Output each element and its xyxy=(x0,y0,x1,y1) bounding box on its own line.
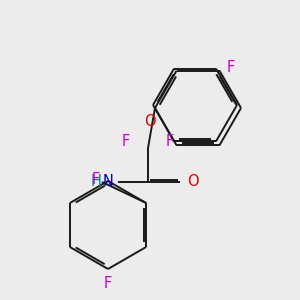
Text: N: N xyxy=(102,173,113,188)
Text: H: H xyxy=(91,173,102,188)
Text: F: F xyxy=(166,134,174,149)
Text: F: F xyxy=(122,134,130,149)
Text: F: F xyxy=(226,60,235,75)
Text: F: F xyxy=(104,276,112,291)
Text: O: O xyxy=(144,113,155,128)
Text: F: F xyxy=(92,172,100,187)
Text: O: O xyxy=(187,175,199,190)
